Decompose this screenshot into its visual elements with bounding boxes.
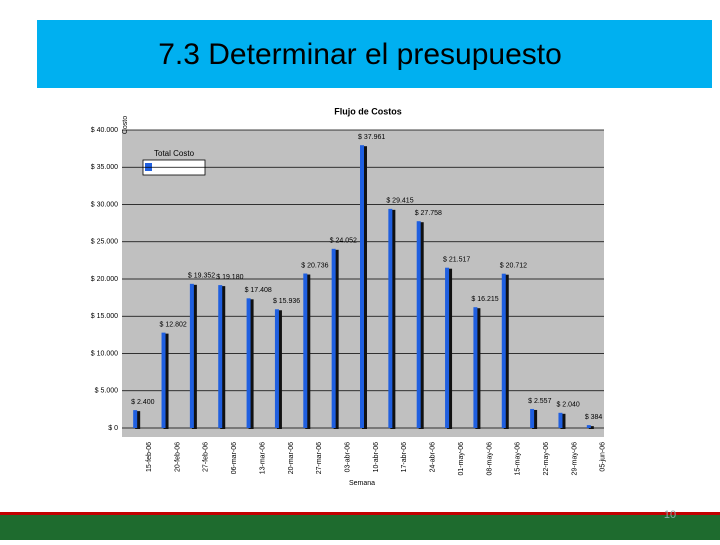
y-tick-label: $ 5.000 [95,388,118,395]
bar [133,410,138,428]
bar-shadow [532,409,538,429]
data-label: $ 384 [585,414,603,421]
bar-shadow [588,426,594,429]
y-tick-label: $ 15.000 [91,313,118,320]
data-label: $ 2.557 [528,398,551,405]
data-label: $ 16.215 [471,296,498,303]
x-tick-label: 01-may-06 [458,442,465,476]
data-label: $ 2.400 [131,399,154,406]
x-tick-label: 17-abr-06 [401,442,408,472]
bar-shadow [418,222,424,429]
x-tick-label: 06-mar-06 [231,442,238,474]
data-label: $ 15.936 [273,298,300,305]
bar [530,408,535,428]
bar [161,332,166,428]
y-tick-label: $ 10.000 [91,350,118,357]
data-label: $ 2.040 [556,402,579,409]
bar-shadow [390,209,396,429]
bar [445,267,450,428]
bar [246,298,251,428]
y-tick-label: $ 30.000 [91,201,118,208]
data-label: $ 20.736 [301,262,328,269]
data-label: $ 20.712 [500,263,527,270]
chart-title: Flujo de Costos [334,106,402,116]
bar [416,221,421,428]
bar [189,283,194,428]
bar-shadow [305,274,311,429]
data-label: $ 29.415 [386,198,413,205]
bar-shadow [333,249,339,429]
y-tick-label: $ 0 [108,425,118,432]
bar [586,425,591,428]
x-tick-label: 13-mar-06 [259,442,266,474]
x-tick-label: 10-abr-06 [373,442,380,472]
footer-band [0,515,720,540]
y-tick-label: $ 40.000 [91,127,118,134]
bar-shadow [220,286,226,429]
x-tick-label: 03-abr-06 [344,442,351,472]
x-tick-label: 08-may-06 [486,442,493,476]
x-tick-label: 29-may-06 [571,442,578,476]
y-tick-label: $ 20.000 [91,276,118,283]
data-label: $ 21.517 [443,257,470,264]
data-label: $ 17.408 [245,287,272,294]
bar-shadow [503,274,509,429]
data-label: $ 37.961 [358,134,385,141]
data-label: $ 24.052 [330,238,357,245]
bar-shadow [191,284,197,429]
data-label: $ 12.802 [160,321,187,328]
bar-shadow [276,310,282,429]
footer-line [0,512,720,515]
bar-shadow [135,411,141,429]
bar-shadow [560,413,566,429]
x-tick-label: 15-feb-06 [146,442,153,472]
slide-title: 7.3 Determinar el presupuesto [158,38,562,71]
bar-shadow [163,333,169,429]
bar [303,273,308,428]
data-label: $ 27.758 [415,210,442,217]
x-axis-title: Semana [349,480,375,487]
data-label: $ 19.352 [188,273,215,280]
bar [274,309,279,428]
x-tick-label: 22-may-06 [543,442,550,476]
y-tick-label: $ 35.000 [91,164,118,171]
x-tick-label: 05-jun-06 [600,442,607,472]
x-tick-label: 15-may-06 [515,442,522,476]
bar [558,412,563,428]
slide-number: 10 [664,509,676,521]
legend-label: Total Costo [154,149,195,158]
bar [501,273,506,428]
bar-shadow [475,308,481,429]
y-axis-title: Costo [122,116,129,134]
y-tick-label: $ 25.000 [91,239,118,246]
bar [218,285,223,428]
title-band [37,20,712,88]
bar [388,208,393,428]
bar-shadow [248,299,254,429]
bar [331,248,336,428]
x-tick-label: 27-feb-06 [203,442,210,472]
bar-shadow [362,146,367,429]
bar-shadow [447,268,453,429]
bar [360,145,364,428]
bar [473,307,478,428]
x-tick-label: 24-abr-06 [430,442,437,472]
x-tick-label: 20-mar-06 [288,442,295,474]
data-label: $ 19.180 [216,274,243,281]
x-tick-label: 20-feb-06 [174,442,181,472]
x-tick-label: 27-mar-06 [316,442,323,474]
